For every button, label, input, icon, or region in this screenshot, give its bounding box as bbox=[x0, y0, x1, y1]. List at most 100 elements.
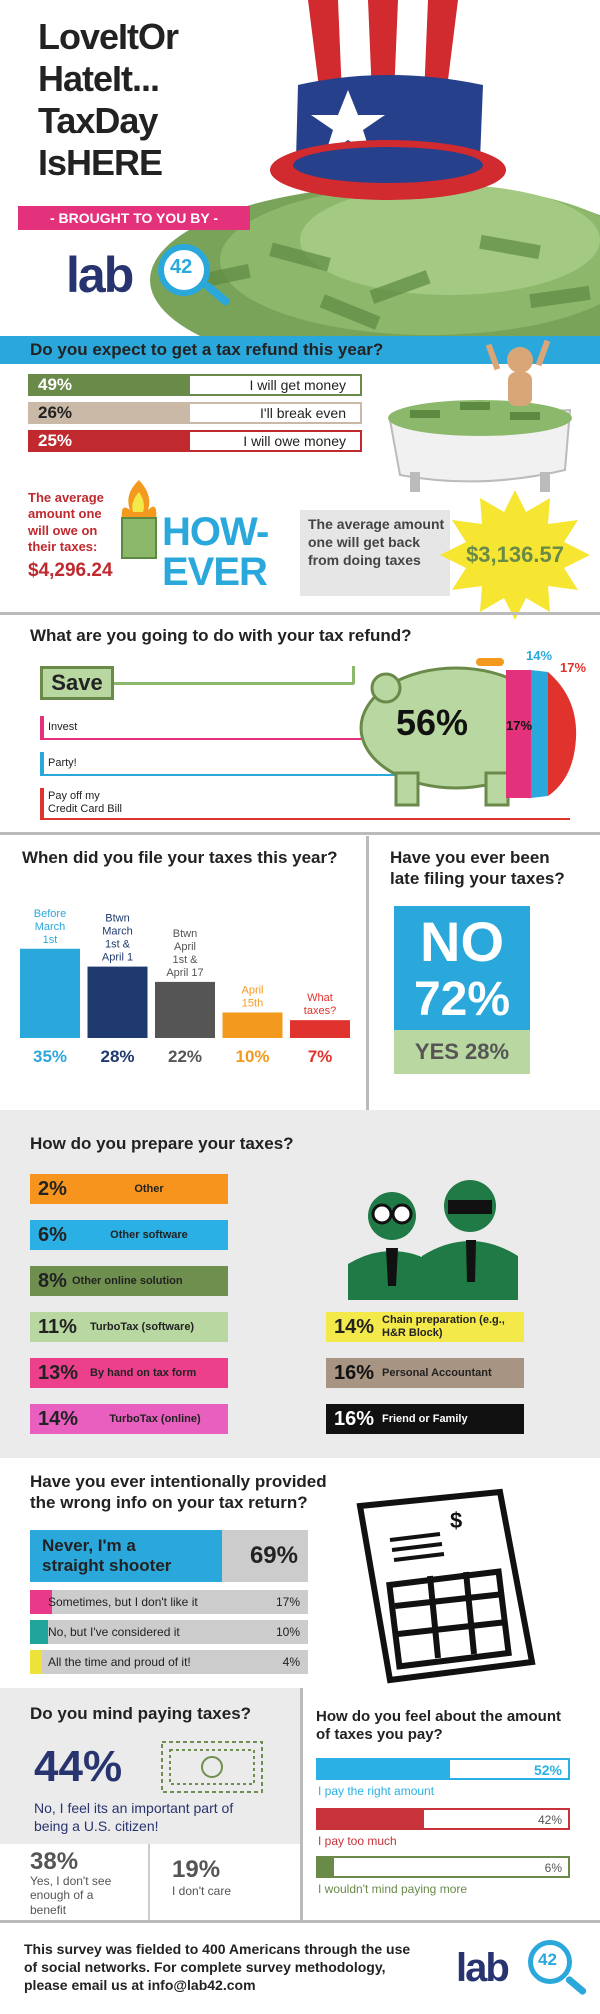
prepare-row-chain-label: Chain preparation (e.g., H&R Block) bbox=[382, 1314, 505, 1339]
hero-title-line-4: IsHERE bbox=[38, 142, 163, 183]
dollar-bill-icon bbox=[161, 1741, 263, 1793]
prepare-row-by-hand-label: By hand on tax form bbox=[90, 1367, 197, 1379]
mind-feel-separator bbox=[300, 1688, 303, 1920]
feel-row-more-pct: 6% bbox=[544, 1861, 562, 1875]
mind-paying-question: Do you mind paying taxes? bbox=[30, 1704, 252, 1723]
pig-credit-pct: 17% bbox=[560, 660, 587, 675]
prepare-row-other: 2% Other bbox=[30, 1174, 228, 1204]
refund-row-owe-label: I will owe money bbox=[243, 433, 346, 449]
invest-line bbox=[40, 738, 520, 740]
filed-bar-pct-3: 10% bbox=[235, 1047, 269, 1066]
feel-row-right-fill bbox=[318, 1760, 450, 1778]
footer-text: This survey was fielded to 400 Americans… bbox=[24, 1941, 411, 1994]
prepare-row-friend-pct: 16% bbox=[334, 1407, 375, 1430]
piggy-bank-illustration bbox=[359, 658, 577, 807]
save-line-up bbox=[352, 666, 355, 684]
feel-row-more-fill bbox=[318, 1858, 334, 1876]
filed-bar-pct-2: 22% bbox=[168, 1047, 202, 1066]
footer-magnifier-icon bbox=[528, 1940, 572, 1984]
creditcard-label: Pay off my Credit Card Bill bbox=[48, 789, 122, 815]
footer-logo-text: lab bbox=[456, 1946, 510, 1990]
refund-row-even-pct: 26% bbox=[38, 403, 73, 422]
footer-logo: lab 42 bbox=[456, 1930, 596, 2000]
filed-bar-3 bbox=[222, 1012, 283, 1038]
late-no-pct: 72% bbox=[413, 973, 511, 1026]
wrong-row-sometimes-label: Sometimes, but I don't like it bbox=[48, 1595, 198, 1609]
feel-row-more-label: I wouldn't mind paying more bbox=[318, 1882, 468, 1896]
filed-bar-label-0: Before March 1st bbox=[34, 908, 66, 946]
prepare-row-other-label: Other bbox=[134, 1183, 164, 1195]
prepare-row-friend-label: Friend or Family bbox=[382, 1413, 468, 1425]
uncle-sam-hat-illustration bbox=[270, 0, 506, 200]
prepare-row-other-online: 8% Other online solution bbox=[30, 1266, 228, 1296]
tax-form-illustration: $ bbox=[356, 1488, 536, 1684]
invest-box: Invest bbox=[40, 716, 130, 738]
feel-row-more: 6% bbox=[316, 1856, 570, 1878]
save-box: Save bbox=[40, 666, 114, 700]
prepare-row-turbotax-online: 14% TurboTax (online) bbox=[30, 1404, 228, 1434]
filed-when-separator bbox=[366, 836, 369, 1110]
feel-row-right-label: I pay the right amount bbox=[318, 1784, 435, 1798]
hero-title-line-2: HateIt... bbox=[38, 58, 160, 99]
pig-save-pct: 56% bbox=[396, 702, 469, 743]
brought-by-text: - BROUGHT TO YOU BY - bbox=[49, 210, 218, 226]
back-average-box bbox=[300, 510, 450, 596]
filed-bar-label-1: Btwn March 1st & April 1 bbox=[102, 913, 133, 964]
divider-1 bbox=[0, 612, 600, 615]
mind-b-label: I don't care bbox=[172, 1884, 231, 1898]
prepare-row-turbotax-online-pct: 14% bbox=[38, 1407, 79, 1430]
back-average-text: The average amount one will get back fro… bbox=[308, 516, 445, 568]
refund-use-question: What are you going to do with your tax r… bbox=[30, 626, 412, 645]
hero-title-line-1: LoveItOr bbox=[38, 16, 179, 57]
mind-a-pct: 38% bbox=[30, 1848, 79, 1875]
late-yes-box: YES 28% bbox=[394, 1030, 530, 1074]
filed-when-question: When did you file your taxes this year? bbox=[22, 848, 338, 867]
refund-row-get: 49% I will get money bbox=[28, 374, 362, 396]
mind-sub-separator bbox=[148, 1844, 150, 1920]
prepare-row-by-hand-pct: 13% bbox=[38, 1361, 79, 1384]
wrong-row-alltime-label: All the time and proud of it! bbox=[48, 1655, 191, 1669]
refund-expect-header bbox=[0, 336, 600, 364]
prepare-question: How do you prepare your taxes? bbox=[30, 1134, 294, 1153]
filed-bar-pct-1: 28% bbox=[100, 1047, 134, 1066]
prepare-row-accountant-label: Personal Accountant bbox=[382, 1367, 492, 1379]
logo-magnifier-icon bbox=[158, 244, 210, 296]
refund-row-even-label: I'll break even bbox=[260, 405, 346, 421]
hero-title: LoveItOr HateIt... TaxDay IsHERE bbox=[38, 16, 179, 184]
filed-bar-0 bbox=[20, 948, 80, 1038]
wrong-row-never-label: Never, I'm a straight shooter bbox=[42, 1536, 172, 1576]
prepare-row-chain-pct: 14% bbox=[334, 1315, 375, 1338]
footer-magnifier-handle bbox=[564, 1975, 588, 1996]
however-text: HOW-EVER bbox=[162, 510, 269, 594]
party-label: Party! bbox=[48, 757, 77, 769]
divider-footer bbox=[0, 1920, 600, 1923]
wrong-row-considered-label: No, but I've considered it bbox=[48, 1625, 180, 1639]
filed-bar-2 bbox=[155, 981, 215, 1038]
wrong-row-sometimes-fill bbox=[30, 1590, 52, 1614]
feel-row-right: 52% bbox=[316, 1758, 570, 1780]
wrong-row-sometimes: Sometimes, but I don't like it 17% bbox=[30, 1590, 308, 1614]
creditcard-line bbox=[40, 818, 570, 820]
feel-row-much-fill bbox=[318, 1810, 424, 1828]
prepare-row-turbotax-online-label: TurboTax (online) bbox=[109, 1413, 201, 1425]
party-box: Party! bbox=[40, 752, 130, 774]
filed-bar-label-3: April 15th bbox=[241, 985, 263, 1010]
prepare-row-friend: 16% Friend or Family bbox=[326, 1404, 524, 1434]
footer-logo-number: 42 bbox=[538, 1950, 557, 1969]
feel-row-much: 42% bbox=[316, 1808, 570, 1830]
wrong-row-sometimes-pct: 17% bbox=[275, 1595, 300, 1609]
refund-row-get-pct: 49% bbox=[38, 375, 73, 394]
wrong-row-alltime-fill bbox=[30, 1650, 42, 1674]
logo-magnifier-handle bbox=[202, 281, 232, 307]
money-pile-illustration bbox=[150, 185, 600, 340]
owe-average-text: The average amount one will owe on their… bbox=[28, 490, 104, 554]
save-line bbox=[114, 682, 354, 685]
filed-bar-pct-0: 35% bbox=[33, 1047, 67, 1066]
accountants-illustration bbox=[348, 1180, 518, 1300]
prepare-row-other-software: 6% Other software bbox=[30, 1220, 228, 1250]
refund-expect-question: Do you expect to get a tax refund this y… bbox=[30, 340, 384, 359]
mind-main-pct: 44% bbox=[34, 1742, 123, 1791]
lab42-logo: lab 42 bbox=[66, 244, 246, 310]
refund-row-owe-pct: 25% bbox=[38, 431, 73, 450]
prepare-row-accountant-pct: 16% bbox=[334, 1361, 375, 1384]
